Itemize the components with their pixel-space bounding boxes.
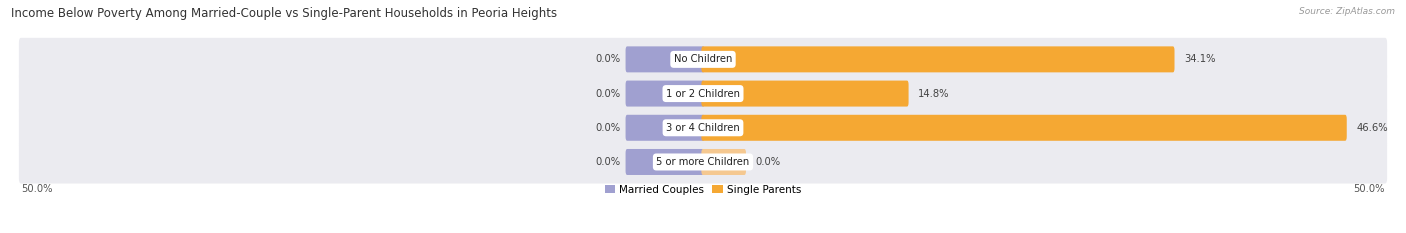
Text: No Children: No Children xyxy=(673,54,733,64)
FancyBboxPatch shape xyxy=(626,46,704,72)
Text: 0.0%: 0.0% xyxy=(595,123,620,133)
FancyBboxPatch shape xyxy=(626,81,704,106)
Text: 0.0%: 0.0% xyxy=(595,157,620,167)
FancyBboxPatch shape xyxy=(702,115,1347,141)
Text: 1 or 2 Children: 1 or 2 Children xyxy=(666,89,740,99)
Text: 14.8%: 14.8% xyxy=(918,89,949,99)
Text: 34.1%: 34.1% xyxy=(1184,54,1215,64)
FancyBboxPatch shape xyxy=(702,81,908,106)
Text: 50.0%: 50.0% xyxy=(21,184,52,194)
FancyBboxPatch shape xyxy=(626,149,704,175)
FancyBboxPatch shape xyxy=(702,46,1174,72)
Text: Income Below Poverty Among Married-Couple vs Single-Parent Households in Peoria : Income Below Poverty Among Married-Coupl… xyxy=(11,7,557,20)
FancyBboxPatch shape xyxy=(18,106,1388,149)
Text: 46.6%: 46.6% xyxy=(1357,123,1388,133)
FancyBboxPatch shape xyxy=(18,72,1388,115)
Text: 50.0%: 50.0% xyxy=(1354,184,1385,194)
Text: 0.0%: 0.0% xyxy=(595,54,620,64)
Text: 3 or 4 Children: 3 or 4 Children xyxy=(666,123,740,133)
Legend: Married Couples, Single Parents: Married Couples, Single Parents xyxy=(600,180,806,199)
Text: 5 or more Children: 5 or more Children xyxy=(657,157,749,167)
Text: 0.0%: 0.0% xyxy=(755,157,780,167)
FancyBboxPatch shape xyxy=(626,115,704,141)
FancyBboxPatch shape xyxy=(18,38,1388,81)
FancyBboxPatch shape xyxy=(702,149,747,175)
Text: 0.0%: 0.0% xyxy=(595,89,620,99)
Text: Source: ZipAtlas.com: Source: ZipAtlas.com xyxy=(1299,7,1395,16)
FancyBboxPatch shape xyxy=(18,140,1388,184)
